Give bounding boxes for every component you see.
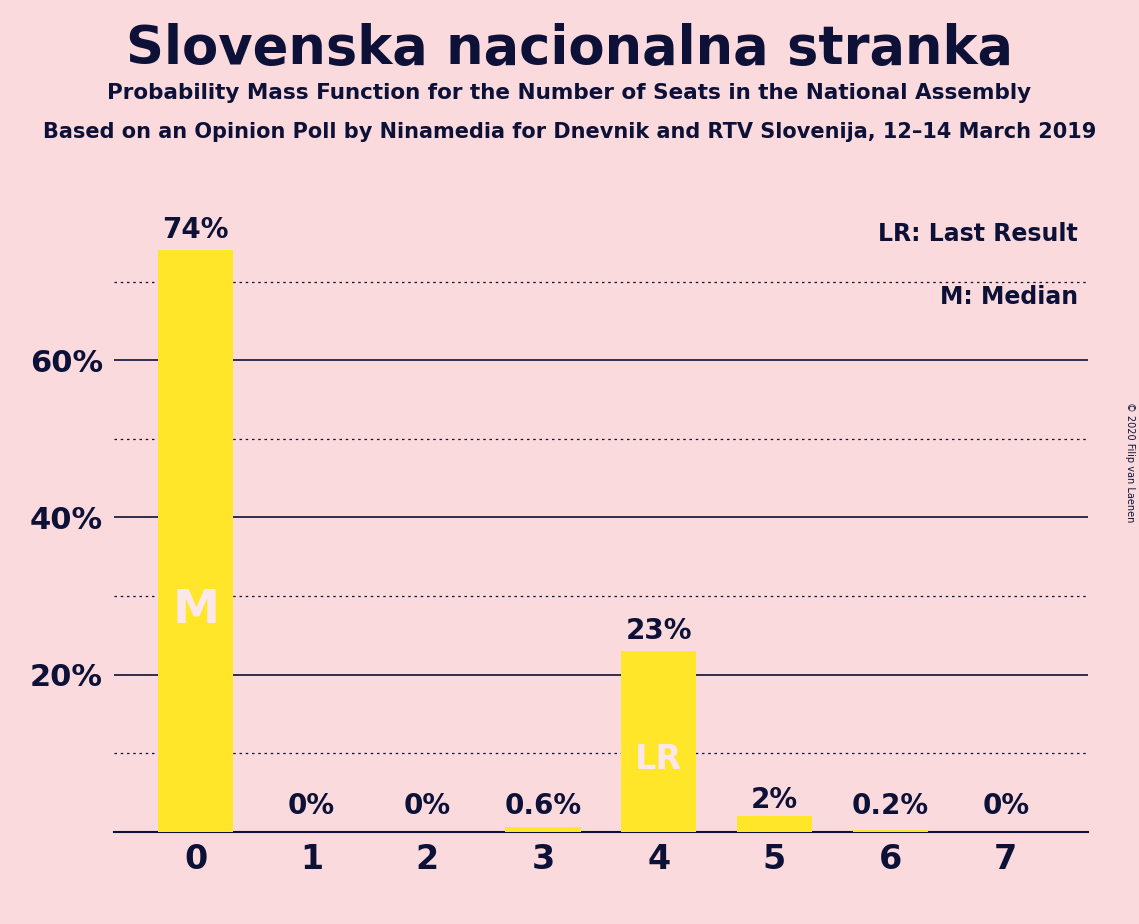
Text: Based on an Opinion Poll by Ninamedia for Dnevnik and RTV Slovenija, 12–14 March: Based on an Opinion Poll by Ninamedia fo…	[43, 122, 1096, 142]
Text: © 2020 Filip van Laenen: © 2020 Filip van Laenen	[1125, 402, 1134, 522]
Text: 0.2%: 0.2%	[852, 792, 928, 820]
Bar	[852, 830, 928, 832]
Text: M: Median: M: Median	[940, 285, 1077, 309]
Text: 0%: 0%	[403, 792, 451, 820]
Text: Slovenska nacionalna stranka: Slovenska nacionalna stranka	[126, 23, 1013, 75]
Text: M: M	[172, 589, 220, 633]
Bar	[737, 816, 812, 832]
Text: 23%: 23%	[625, 616, 691, 645]
Text: LR: Last Result: LR: Last Result	[878, 222, 1077, 246]
Text: 74%: 74%	[163, 216, 229, 244]
Bar	[621, 650, 696, 832]
Bar	[506, 827, 581, 832]
Bar	[158, 250, 233, 832]
Text: 0%: 0%	[288, 792, 335, 820]
Text: LR: LR	[636, 743, 682, 776]
Text: 0.6%: 0.6%	[505, 792, 582, 820]
Text: 0%: 0%	[982, 792, 1030, 820]
Text: 2%: 2%	[751, 785, 798, 813]
Text: Probability Mass Function for the Number of Seats in the National Assembly: Probability Mass Function for the Number…	[107, 83, 1032, 103]
